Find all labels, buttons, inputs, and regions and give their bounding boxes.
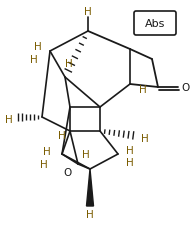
FancyBboxPatch shape — [134, 12, 176, 36]
Text: H: H — [30, 55, 38, 65]
Text: H: H — [34, 42, 42, 52]
Text: H: H — [40, 159, 48, 169]
Text: Abs: Abs — [145, 19, 165, 29]
Text: H: H — [141, 134, 149, 143]
Text: H: H — [5, 114, 13, 124]
Text: H: H — [126, 157, 134, 167]
Text: H: H — [82, 149, 90, 159]
Text: H: H — [84, 7, 92, 17]
Text: H: H — [139, 85, 147, 95]
Text: H: H — [65, 59, 73, 69]
Text: O: O — [64, 167, 72, 177]
Text: O: O — [182, 83, 190, 93]
Text: H: H — [86, 209, 94, 219]
Text: H: H — [126, 145, 134, 155]
Text: H: H — [43, 146, 51, 156]
Polygon shape — [87, 169, 93, 206]
Text: H: H — [58, 131, 66, 140]
